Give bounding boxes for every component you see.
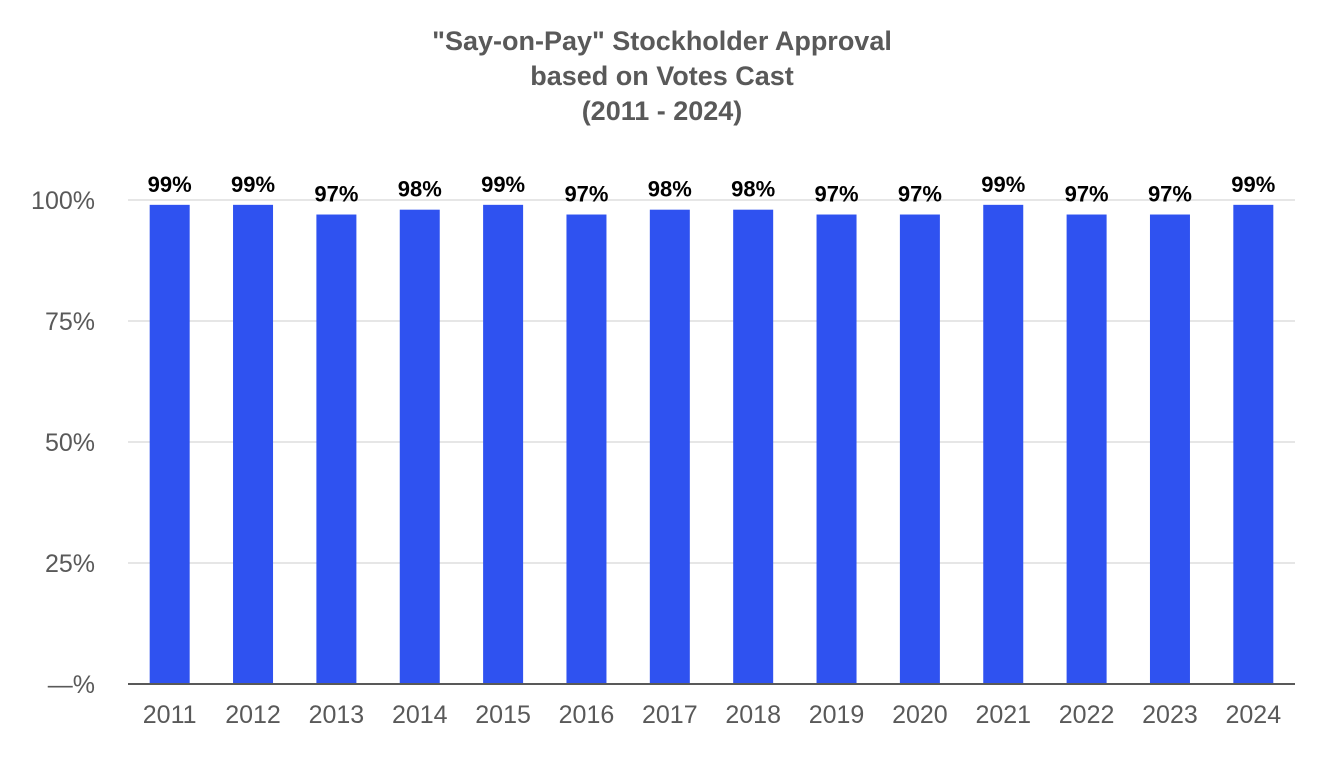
bar [983, 204, 1024, 684]
y-tick-label: —% [48, 671, 95, 699]
gridlines [128, 199, 1295, 564]
x-tick-label: 2017 [642, 701, 698, 729]
x-axis-ticks: 2011 2012 2013 2014 2015 2016 2017 2018 2019 2020… [143, 701, 1281, 729]
data-label: 98% [731, 177, 775, 202]
bar [566, 214, 607, 684]
y-tick-label: 100% [31, 187, 95, 215]
data-label: 99% [1231, 172, 1275, 197]
data-label: 98% [398, 177, 442, 202]
bar [233, 204, 274, 684]
data-label: 99% [481, 172, 525, 197]
x-tick-label: 2013 [309, 701, 365, 729]
bar [733, 209, 774, 684]
bar [483, 204, 524, 684]
data-label: 98% [648, 177, 692, 202]
bar [649, 209, 690, 684]
x-tick-label: 2014 [392, 701, 448, 729]
x-tick-label: 2020 [892, 701, 948, 729]
x-tick-label: 2021 [975, 701, 1031, 729]
bar [1066, 214, 1107, 684]
bar [1233, 204, 1274, 684]
bar [149, 204, 190, 684]
x-tick-label: 2024 [1226, 701, 1282, 729]
x-tick-label: 2019 [809, 701, 865, 729]
chart-title-line-2: based on Votes Cast [530, 61, 794, 91]
x-tick-label: 2018 [725, 701, 781, 729]
data-label: 97% [564, 182, 608, 207]
data-label: 99% [231, 172, 275, 197]
y-axis-ticks: —% 25% 50% 75% 100% [31, 187, 95, 699]
x-tick-label: 2012 [225, 701, 281, 729]
chart-title: "Say-on-Pay" Stockholder Approval based … [0, 24, 1324, 129]
bar [816, 214, 857, 684]
data-label: 97% [815, 182, 859, 207]
bar [399, 209, 440, 684]
bar [1149, 214, 1190, 684]
data-label: 97% [898, 182, 942, 207]
y-tick-label: 75% [45, 308, 95, 336]
bars [149, 204, 1274, 684]
bar [316, 214, 357, 684]
data-label: 97% [1148, 182, 1192, 207]
x-tick-label: 2016 [559, 701, 615, 729]
x-tick-label: 2022 [1059, 701, 1115, 729]
data-label: 97% [1065, 182, 1109, 207]
x-tick-label: 2011 [143, 701, 197, 729]
x-tick-label: 2023 [1142, 701, 1198, 729]
data-label: 97% [314, 182, 358, 207]
data-labels: 99% 99% 97% 98% 99% 97% 98% 98% 97% 97% 99% 97% 97% 9… [148, 172, 1276, 207]
y-tick-label: 25% [45, 550, 95, 578]
data-label: 99% [981, 172, 1025, 197]
data-label: 99% [148, 172, 192, 197]
y-tick-label: 50% [45, 429, 95, 457]
chart-title-line-3: (2011 - 2024) [581, 96, 743, 126]
bar [899, 214, 940, 684]
x-tick-label: 2015 [475, 701, 531, 729]
chart-title-line-1: "Say-on-Pay" Stockholder Approval [432, 26, 892, 56]
